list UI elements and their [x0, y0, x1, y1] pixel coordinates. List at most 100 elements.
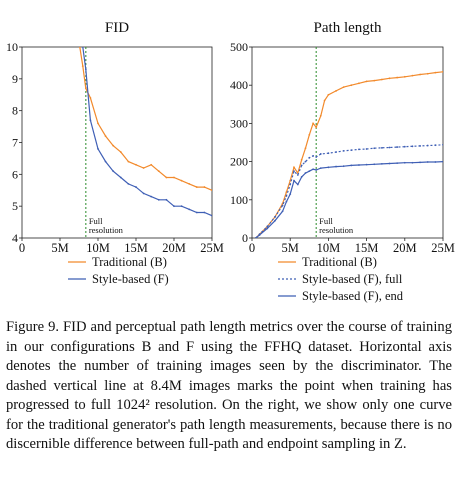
data-point — [293, 166, 295, 169]
legend-label: Style-based (F), full — [302, 272, 403, 286]
data-point — [426, 161, 429, 163]
data-point — [274, 219, 276, 222]
data-point — [373, 163, 376, 166]
data-point — [119, 176, 122, 179]
data-point — [112, 144, 115, 147]
data-point — [104, 160, 107, 163]
data-point — [135, 186, 137, 188]
data-point — [142, 167, 145, 169]
y-tick-label: 5 — [12, 199, 18, 213]
data-point — [442, 160, 443, 163]
data-point — [304, 147, 307, 150]
chart-title: Path length — [314, 20, 382, 36]
full-resolution-label: resolution — [89, 225, 124, 235]
data-point — [380, 78, 383, 81]
x-tick-label: 15M — [124, 241, 148, 255]
data-point — [342, 86, 345, 89]
legend-label: Traditional (B) — [302, 255, 377, 269]
data-point — [78, 47, 81, 48]
data-point — [350, 84, 353, 87]
data-point — [142, 192, 145, 195]
data-point — [97, 147, 99, 150]
data-point — [365, 80, 368, 83]
data-point — [97, 122, 99, 125]
data-point — [426, 72, 429, 75]
data-point — [258, 234, 261, 236]
data-point — [135, 163, 137, 166]
data-point — [315, 156, 318, 158]
full-resolution-label: Full — [319, 216, 333, 226]
data-point — [188, 182, 191, 185]
data-point — [419, 161, 421, 164]
data-point — [342, 165, 345, 168]
data-point — [281, 210, 284, 213]
data-point — [365, 163, 368, 166]
series-line — [255, 71, 443, 238]
data-point — [312, 122, 315, 125]
data-point — [373, 79, 376, 82]
data-point — [396, 76, 399, 79]
data-point — [84, 68, 87, 71]
data-point — [365, 148, 368, 150]
data-point — [104, 135, 107, 138]
x-tick-label: 25M — [431, 241, 455, 255]
data-point — [173, 205, 175, 208]
data-point — [150, 163, 153, 166]
x-tick-label: 10M — [317, 241, 341, 255]
data-point — [300, 158, 303, 161]
data-point — [195, 211, 198, 214]
data-point — [358, 164, 360, 166]
data-point — [293, 179, 295, 182]
data-point — [304, 160, 307, 163]
data-point — [203, 211, 206, 214]
y-tick-label: 7 — [12, 136, 18, 150]
data-point — [380, 162, 383, 165]
data-point — [281, 204, 284, 207]
data-point — [285, 200, 288, 203]
data-point — [319, 114, 322, 117]
data-point — [285, 191, 288, 194]
data-point — [403, 145, 406, 148]
x-tick-label: 20M — [393, 241, 417, 255]
data-point — [342, 150, 345, 152]
data-point — [293, 170, 295, 173]
data-point — [274, 216, 276, 218]
data-point — [335, 151, 337, 153]
data-point — [157, 170, 160, 173]
data-point — [300, 164, 303, 167]
data-point — [300, 175, 303, 178]
data-point — [411, 74, 414, 77]
data-point — [403, 161, 406, 164]
data-point — [84, 87, 87, 90]
data-point — [434, 71, 437, 74]
data-point — [388, 146, 391, 149]
data-point — [323, 99, 326, 102]
y-tick-label: 0 — [242, 231, 248, 245]
data-point — [195, 186, 198, 188]
full-resolution-label: resolution — [319, 225, 354, 235]
data-point — [211, 214, 212, 217]
x-tick-label: 0 — [19, 241, 25, 255]
caption-text: FID and perceptual path length metrics o… — [6, 319, 452, 452]
data-point — [289, 193, 292, 195]
caption-label: Figure 9. — [6, 319, 60, 335]
data-point — [289, 179, 292, 182]
data-point — [403, 75, 406, 78]
data-point — [157, 198, 160, 201]
data-point — [396, 146, 399, 148]
data-point — [315, 126, 318, 129]
data-point — [411, 161, 414, 164]
data-point — [308, 156, 311, 159]
data-point — [327, 166, 330, 169]
legend-label: Traditional (B) — [92, 255, 167, 269]
data-point — [150, 195, 153, 198]
legend-label: Style-based (F), end — [302, 289, 404, 303]
data-point — [434, 161, 437, 163]
data-point — [127, 160, 130, 163]
data-point — [81, 47, 84, 48]
fid-chart: FID 0 5M 10M 15M 20M 25M 4 5 6 7 8 9 10 Fullresolution… — [6, 20, 224, 286]
x-tick-label: 0 — [249, 241, 255, 255]
data-point — [266, 227, 269, 230]
data-point — [327, 152, 330, 155]
full-resolution-label: Full — [89, 216, 103, 226]
